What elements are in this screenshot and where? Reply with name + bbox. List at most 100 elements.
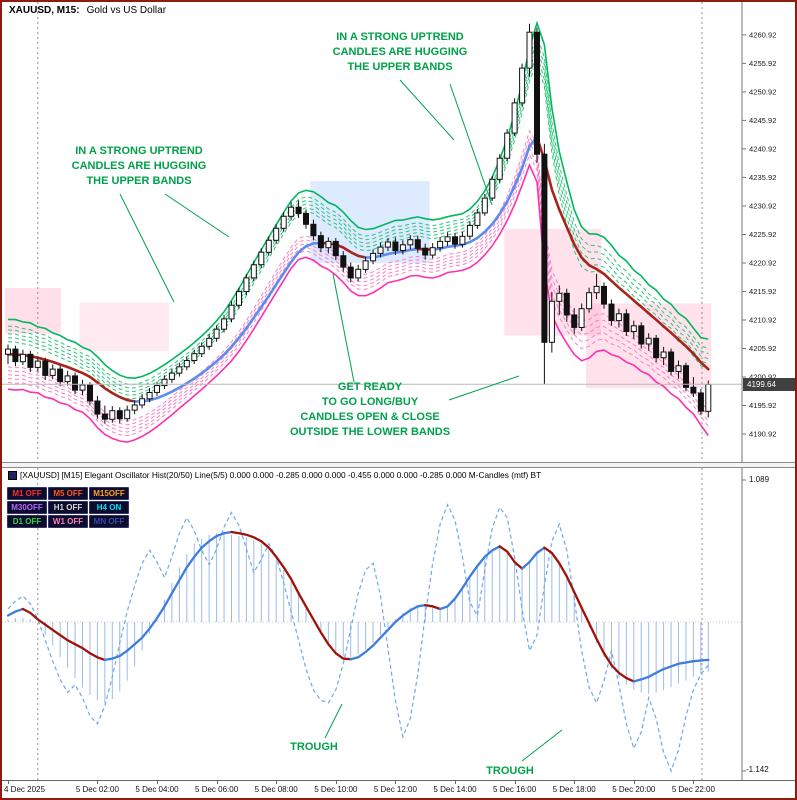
tf-button-h4[interactable]: H4 ON	[89, 501, 129, 514]
price-axis-label: 4200.92	[749, 373, 776, 382]
candle-body	[377, 246, 384, 254]
lower-band-line	[7, 153, 709, 437]
tf-button-m30[interactable]: M30OFF	[7, 501, 47, 514]
tf-button-mn[interactable]: MN OFF	[89, 515, 129, 528]
tf-button-h1[interactable]: H1 OFF	[48, 501, 88, 514]
candle-body	[273, 227, 280, 241]
candle-body	[87, 384, 93, 402]
candle-body	[705, 384, 712, 412]
candle-body	[72, 375, 78, 391]
mid-band-line	[535, 135, 710, 371]
time-axis-label: 5 Dec 18:00	[552, 785, 596, 794]
time-axis[interactable]: 4 Dec 2025 5 Dec 02:00 5 Dec 04:00 5 Dec 06…	[2, 780, 795, 798]
upper-band-line	[7, 20, 709, 380]
candle-body	[64, 375, 71, 383]
annotation-pointer	[332, 273, 355, 383]
candle-body	[563, 292, 570, 316]
time-tick	[157, 781, 158, 784]
oscillator-main-line	[520, 546, 546, 570]
tf-button-m1[interactable]: M1 OFF	[7, 487, 47, 500]
annotation-text: IN A STRONG UPTREND CANDLES ARE HUGGING TH…	[333, 31, 468, 73]
candle-body	[697, 392, 704, 412]
price-axis-label: 4230.92	[749, 202, 776, 211]
get-ready-note: GET READY TO GO LONG/BUY CANDLES OPEN & CL…	[290, 273, 520, 438]
time-tick	[574, 781, 576, 784]
time-tick	[216, 781, 218, 784]
candle-body	[243, 277, 250, 293]
tf-button-m5[interactable]: M5 OFF	[48, 487, 88, 500]
oscillator-panel[interactable]: TROUGH TROUGH	[2, 468, 795, 780]
time-tick	[514, 781, 516, 784]
candle-body	[653, 337, 660, 359]
candle-body	[288, 206, 295, 217]
candle-body	[660, 351, 667, 359]
panel-splitter[interactable]	[2, 462, 795, 468]
candle-body	[593, 285, 600, 294]
candle-body	[154, 385, 160, 393]
lower-band-line	[7, 141, 709, 430]
candle-body	[683, 365, 689, 388]
trough-label: TROUGH	[290, 741, 338, 753]
candle-body	[340, 255, 347, 268]
tf-button-d1[interactable]: D1 OFF	[7, 515, 47, 528]
candle-body	[586, 292, 593, 310]
candle-body	[325, 240, 332, 249]
price-axis-label: 4215.92	[749, 287, 776, 296]
annotation-text: GET READY TO GO LONG/BUY CANDLES OPEN & CL…	[290, 381, 450, 438]
candle-body	[519, 67, 526, 104]
price-axis-label: 4255.92	[749, 59, 776, 68]
time-tick	[455, 781, 456, 784]
candle-body	[168, 372, 175, 380]
chart-symbol: XAUUSD, M15:	[9, 5, 80, 16]
time-axis-label: 5 Dec 20:00	[612, 785, 656, 794]
tf-button-m15[interactable]: M15OFF	[89, 487, 129, 500]
candle-body	[675, 365, 682, 372]
price-axis-label: 4225.92	[749, 230, 776, 239]
candle-body	[474, 212, 481, 226]
price-axis-label: 4235.92	[749, 173, 776, 182]
trough-annotation-1: TROUGH	[290, 703, 343, 753]
time-tick	[395, 781, 397, 784]
candle-body	[57, 368, 64, 383]
chart-description: Gold vs US Dollar	[86, 5, 167, 16]
annotation-pointer	[521, 729, 563, 762]
candle-body	[392, 241, 399, 252]
histogram-layer	[7, 533, 709, 703]
candles-layer	[5, 23, 712, 424]
candle-body	[668, 351, 675, 372]
indicator-icon	[8, 470, 17, 480]
tf-button-w1[interactable]: W1 OFF	[48, 515, 88, 528]
candle-body	[414, 239, 421, 249]
candle-body	[608, 303, 615, 322]
price-axis-label: 4240.92	[749, 145, 776, 154]
candle-body	[198, 345, 205, 355]
candle-body	[213, 328, 220, 339]
upper-band-line	[7, 59, 709, 400]
candle-body	[317, 235, 324, 249]
price-axis-label: 4250.92	[749, 88, 776, 97]
candle-body	[12, 348, 19, 363]
oscillator-scale-min: -1.142	[746, 765, 769, 774]
candle-body	[541, 153, 548, 343]
uptrend-note-left: IN A STRONG UPTREND CANDLES ARE HUGGING TH…	[72, 145, 230, 303]
candle-body	[183, 360, 190, 368]
main-price-chart[interactable]: 4260.92 4255.92 4250.92 4245.92 4240.92 4235.…	[2, 2, 795, 462]
candle-body	[511, 102, 518, 134]
time-tick	[97, 781, 99, 784]
candle-body	[496, 157, 503, 180]
upper-bands	[7, 20, 709, 400]
candle-body	[362, 260, 369, 270]
annotation-pointer	[399, 79, 455, 141]
mid-band-line	[133, 241, 323, 403]
oscillator-main-line	[632, 658, 710, 683]
trough-label: TROUGH	[486, 765, 534, 777]
candle-body	[295, 206, 302, 214]
candle-body	[139, 398, 146, 406]
annotation-pointer	[324, 703, 343, 739]
candle-body	[571, 314, 578, 328]
candle-body	[27, 353, 34, 368]
time-axis-label: 5 Dec 22:00	[671, 785, 715, 794]
candle-body	[191, 353, 198, 362]
price-axis-label: 4205.92	[749, 344, 776, 353]
